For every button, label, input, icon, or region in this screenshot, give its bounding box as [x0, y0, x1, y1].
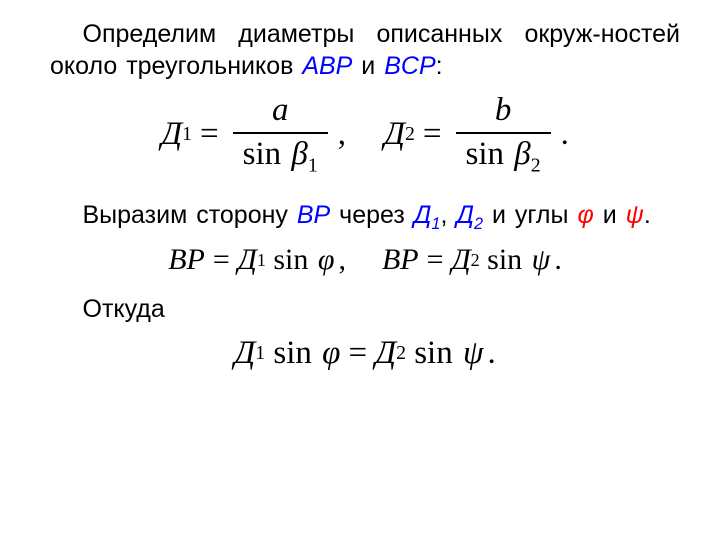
equation-bp: BP = Д1 sin φ , BP = Д2 sin ψ .	[50, 243, 680, 277]
denominator-sinb1: sin β1	[233, 136, 328, 177]
comma-2: ,	[338, 243, 346, 277]
d1-letter: Д	[414, 201, 432, 229]
fraction-a-sinb1: a sin β1	[233, 92, 328, 177]
d-sub1: 1	[257, 250, 266, 271]
fraction-bar	[233, 132, 328, 134]
numerator-b: b	[485, 92, 522, 130]
d-sub1b: 1	[255, 342, 265, 365]
fraction-bar-2	[456, 132, 551, 134]
sin-word-6: sin	[414, 335, 453, 372]
d-sub2b: 2	[396, 342, 406, 365]
psi-sym: ψ	[532, 243, 551, 277]
paragraph-whence: Откуда	[50, 293, 680, 325]
sin-word-4: sin	[487, 243, 522, 277]
sin-word-3: sin	[273, 243, 308, 277]
paragraph-express-bp: Выразим сторону BP через Д1, Д2 и углы φ…	[50, 199, 680, 235]
denominator-sinb2: sin β2	[456, 136, 551, 177]
phi-sym-2: φ	[322, 335, 340, 372]
beta-sym: β	[291, 136, 307, 172]
d-sym-3: Д	[234, 335, 255, 372]
period-2: .	[554, 243, 562, 277]
triangle-bcp: BCP	[384, 52, 435, 80]
sym-D2: Д	[384, 116, 405, 153]
p1-suffix: :	[436, 52, 443, 80]
sin-word-2: sin	[466, 136, 505, 172]
beta-sub2: 2	[531, 155, 541, 177]
paragraph-determine-diameters: Определим диаметры описанных окруж-носте…	[50, 18, 680, 82]
sym-sub2: 2	[405, 123, 415, 146]
equation-equality: Д1 sin φ = Д2 sin ψ .	[50, 335, 680, 372]
angle-phi: φ	[577, 201, 593, 229]
p2-mid1: через	[330, 201, 414, 229]
sin-word-5: sin	[273, 335, 312, 372]
d2-sub: 2	[474, 215, 483, 233]
sin-word: sin	[243, 136, 282, 172]
bp-sym: BP	[168, 243, 205, 277]
eq-bp1: BP = Д1 sin φ ,	[168, 243, 346, 277]
period: .	[561, 116, 569, 153]
d-sub2: 2	[471, 250, 480, 271]
numerator-a: a	[262, 92, 299, 130]
beta-sub1: 1	[308, 155, 318, 177]
eq-sign-3: =	[213, 243, 230, 277]
page: Определим диаметры описанных окруж-носте…	[0, 0, 720, 372]
eq-sign-4: =	[427, 243, 444, 277]
p2-sep: ,	[440, 201, 456, 229]
eq-d1: Д1 = a sin β1 ,	[161, 92, 346, 177]
sym-sub1: 1	[182, 123, 192, 146]
p2-suffix: .	[644, 201, 651, 229]
phi-sym: φ	[318, 243, 335, 277]
side-bp: BP	[297, 201, 330, 229]
eq-sign-5: =	[348, 335, 367, 372]
p2-prefix: Выразим сторону	[83, 201, 297, 229]
eq-bp2: BP = Д2 sin ψ .	[382, 243, 562, 277]
d2-letter: Д	[456, 201, 474, 229]
angle-psi: ψ	[626, 201, 644, 229]
psi-sym-2: ψ	[463, 335, 484, 372]
beta-sym-2: β	[514, 136, 530, 172]
period-3: .	[487, 335, 495, 372]
eq-sign: =	[200, 116, 219, 153]
d-sym-4: Д	[375, 335, 396, 372]
sym-D2-text: Д2	[456, 201, 483, 229]
p2-and: и	[594, 201, 626, 229]
equation-diameters: Д1 = a sin β1 , Д2 = b sin β2 .	[50, 92, 680, 177]
p1-mid: и	[352, 52, 384, 80]
p3-text: Откуда	[83, 295, 165, 323]
sym-D1-text: Д1	[414, 201, 441, 229]
sym-D: Д	[161, 116, 182, 153]
fraction-b-sinb2: b sin β2	[456, 92, 551, 177]
eq-final: Д1 sin φ = Д2 sin ψ .	[234, 335, 495, 372]
p2-mid2: и углы	[483, 201, 577, 229]
d-sym-2: Д	[452, 243, 471, 277]
triangle-abp: ABP	[302, 52, 352, 80]
bp-sym-2: BP	[382, 243, 419, 277]
comma: ,	[338, 116, 346, 153]
eq-sign-2: =	[423, 116, 442, 153]
d-sym: Д	[238, 243, 257, 277]
eq-d2: Д2 = b sin β2 .	[384, 92, 569, 177]
